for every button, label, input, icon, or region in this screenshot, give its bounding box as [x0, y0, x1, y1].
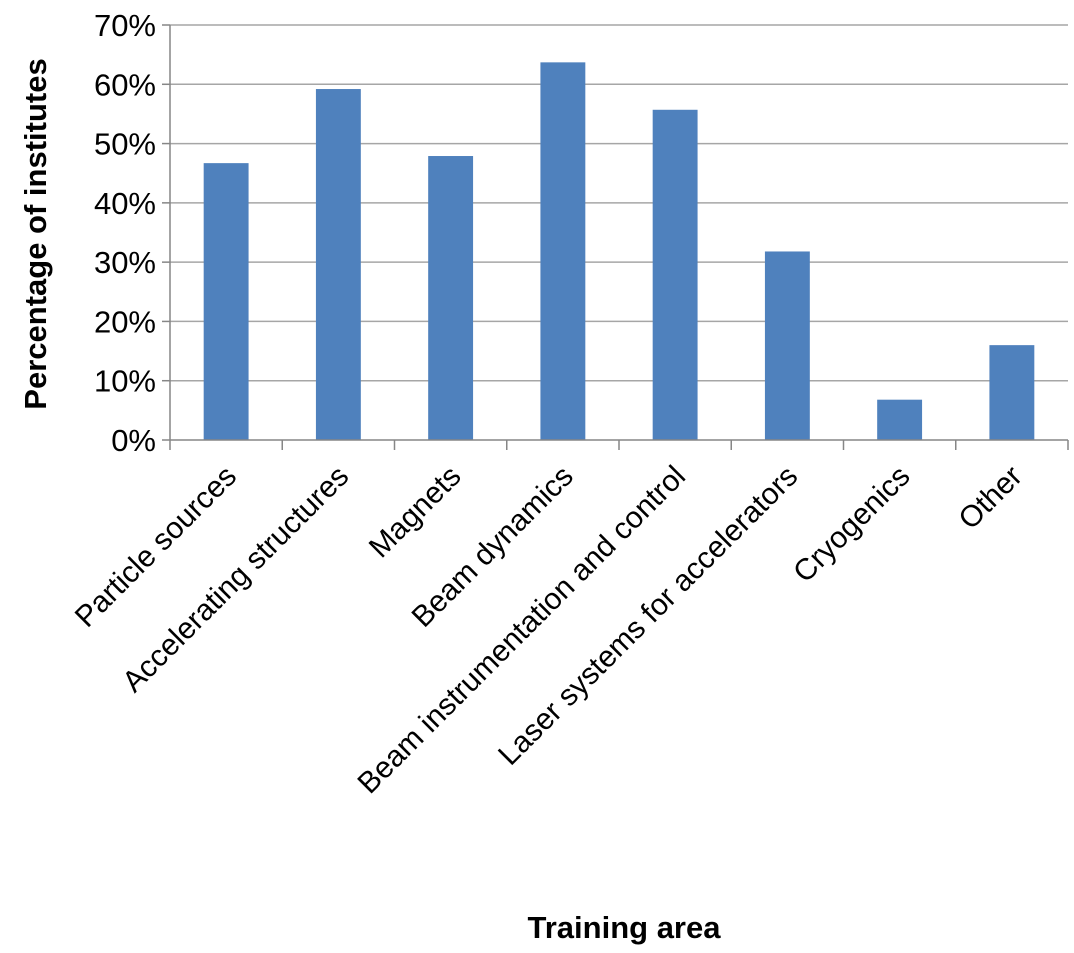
y-tick-label: 10% [94, 364, 156, 399]
x-category-label: Accelerating structures [116, 460, 355, 699]
bar-accelerating-structures [315, 89, 361, 441]
y-tick-labels: 0% 10% 20% 30% 40% 50% 60% 70% [94, 8, 156, 458]
y-tick-label: 20% [94, 304, 156, 339]
bar-cryogenics [877, 399, 923, 440]
x-category-label: Magnets [363, 460, 468, 565]
y-tick-label: 70% [94, 8, 156, 43]
bars [203, 62, 1035, 441]
x-axis-title: Training area [528, 910, 722, 945]
y-tick-label: 0% [111, 423, 156, 458]
y-tick-label: 40% [94, 186, 156, 221]
y-axis-title: Percentage of institutes [18, 58, 53, 409]
x-category-label: Other [952, 460, 1028, 536]
y-tick-label: 50% [94, 127, 156, 162]
bar-other [989, 345, 1035, 440]
gridlines [170, 24, 1068, 382]
axes [162, 24, 1069, 450]
bar-beam-dynamics [540, 62, 586, 440]
bar-magnets [428, 156, 474, 440]
bar-beam-instrumentation-and-control [652, 109, 698, 441]
bar-particle-sources [203, 163, 249, 440]
bar-laser-systems-for-accelerators [764, 251, 810, 440]
y-tick-label: 60% [94, 67, 156, 102]
y-tick-label: 30% [94, 245, 156, 280]
x-category-label: Cryogenics [787, 460, 916, 589]
